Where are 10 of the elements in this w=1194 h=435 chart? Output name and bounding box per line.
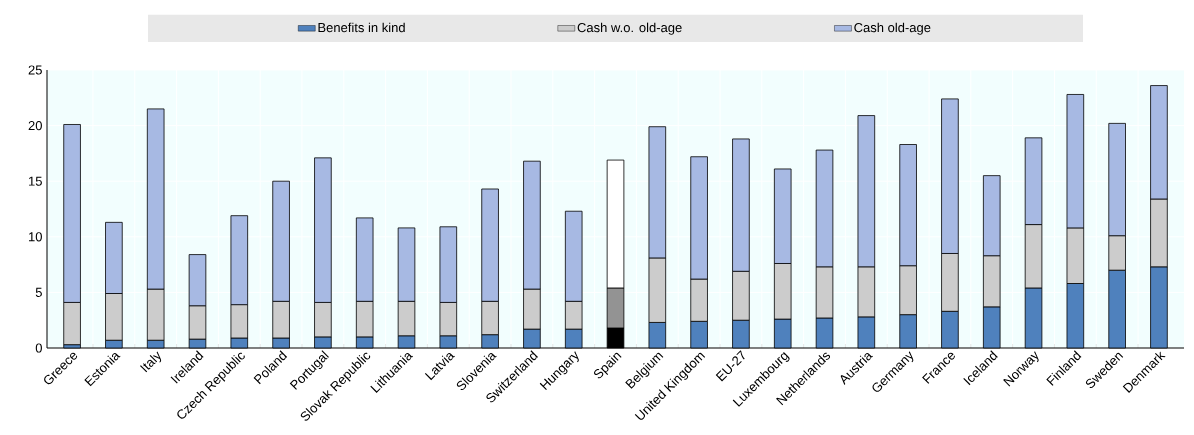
- y-tick-label: 25: [28, 65, 42, 75]
- y-tick-label: 0: [35, 343, 42, 353]
- x-tick-label: Italy: [140, 351, 162, 373]
- legend-label: Benefits in kind: [318, 22, 405, 33]
- y-tick-label: 10: [28, 232, 42, 242]
- y-tick-label: 15: [28, 176, 42, 186]
- legend-label: Cash w.o. old-age: [577, 22, 682, 35]
- legend-label: Cash old-age: [854, 22, 931, 35]
- y-tick-label: 20: [28, 120, 42, 131]
- y-tick-label: 5: [35, 287, 42, 297]
